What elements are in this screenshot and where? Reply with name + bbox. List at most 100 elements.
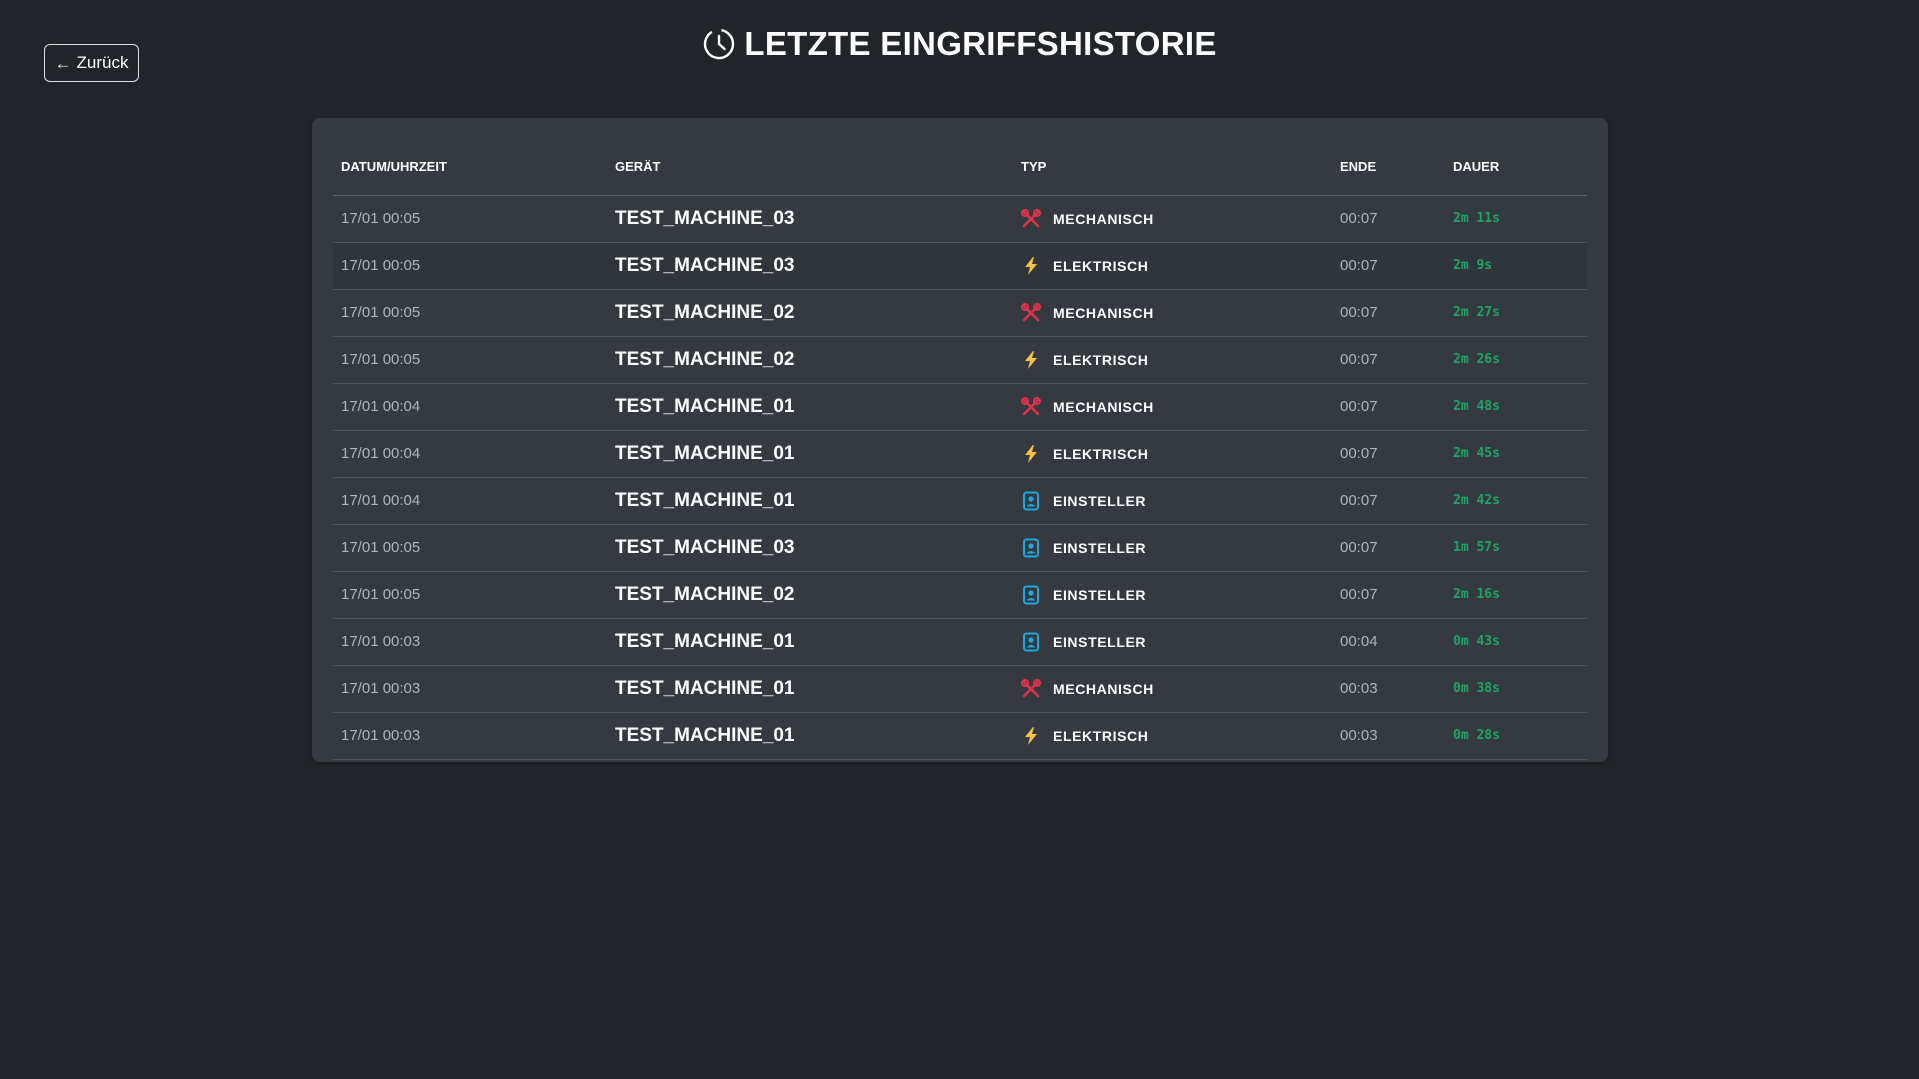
row-device: TEST_MACHINE_03 [607,242,1013,290]
badge-icon [1023,491,1039,510]
table-row[interactable]: 17/01 00:04 TEST_MACHINE_01 ELEKTRISCH 0… [333,430,1587,478]
row-date: 17/01 00:05 [333,195,607,243]
lightning-icon [1025,444,1037,463]
row-date: 17/01 00:03 [333,618,607,666]
row-duration: 2m 16s [1445,571,1587,619]
history-card: DATUM/UHRZEIT GERÄT TYP ENDE DAUER 17/01… [312,118,1608,762]
row-type: ELEKTRISCH [1013,430,1332,478]
row-date: 17/01 00:03 [333,665,607,713]
page-title: LETZTE EINGRIFFSHISTORIE [0,22,1919,66]
row-end: 00:07 [1332,383,1445,431]
table-row[interactable]: 17/01 00:05 TEST_MACHINE_03 ELEKTRISCH 0… [333,242,1587,290]
table-row[interactable]: 17/01 00:04 TEST_MACHINE_01 MECHANISCH 0… [333,383,1587,431]
table-row[interactable]: 17/01 00:03 TEST_MACHINE_01 EINSTELLER 0… [333,618,1587,666]
row-date: 17/01 00:05 [333,524,607,572]
header-type: TYP [1013,139,1332,196]
row-duration: 2m 26s [1445,336,1587,384]
row-device: TEST_MACHINE_03 [607,524,1013,572]
table-row[interactable]: 17/01 00:05 TEST_MACHINE_02 ELEKTRISCH 0… [333,336,1587,384]
table-row[interactable]: 17/01 00:05 TEST_MACHINE_03 MECHANISCH 0… [333,195,1587,243]
table-row[interactable]: 17/01 00:03 TEST_MACHINE_01 MECHANISCH 0… [333,665,1587,713]
row-type: MECHANISCH [1013,383,1332,431]
row-date: 17/01 00:03 [333,712,607,760]
row-date: 17/01 00:04 [333,477,607,525]
table-row[interactable]: 17/01 00:05 TEST_MACHINE_02 EINSTELLER 0… [333,571,1587,619]
row-device: TEST_MACHINE_02 [607,336,1013,384]
row-type: EINSTELLER [1013,571,1332,619]
row-device: TEST_MACHINE_03 [607,195,1013,243]
clock-icon [704,28,735,60]
lightning-icon [1025,350,1037,369]
row-date: 17/01 00:05 [333,571,607,619]
row-type-label: ELEKTRISCH [1053,257,1149,274]
row-date: 17/01 00:05 [333,336,607,384]
row-duration: 2m 48s [1445,383,1587,431]
badge-icon [1023,538,1039,557]
row-end: 00:07 [1332,571,1445,619]
row-type-label: MECHANISCH [1053,210,1154,227]
row-type-label: EINSTELLER [1053,539,1147,556]
row-end: 00:04 [1332,618,1445,666]
row-device: TEST_MACHINE_01 [607,383,1013,431]
row-type: EINSTELLER [1013,618,1332,666]
row-device: TEST_MACHINE_01 [607,477,1013,525]
row-type-label: EINSTELLER [1053,492,1147,509]
row-duration: 2m 9s [1445,242,1587,290]
row-device: TEST_MACHINE_02 [607,289,1013,337]
row-end: 00:07 [1332,524,1445,572]
row-duration: 2m 45s [1445,430,1587,478]
row-type: MECHANISCH [1013,665,1332,713]
row-date: 17/01 00:05 [333,242,607,290]
row-date: 17/01 00:04 [333,430,607,478]
badge-icon [1023,585,1039,604]
table-row[interactable]: 17/01 00:05 TEST_MACHINE_02 MECHANISCH 0… [333,289,1587,337]
row-type: MECHANISCH [1013,289,1332,337]
row-type-label: EINSTELLER [1053,633,1147,650]
row-duration: 2m 11s [1445,195,1587,243]
history-table: DATUM/UHRZEIT GERÄT TYP ENDE DAUER 17/01… [333,139,1587,760]
row-device: TEST_MACHINE_01 [607,665,1013,713]
row-end: 00:03 [1332,712,1445,760]
tools-icon [1021,208,1041,227]
row-duration: 0m 38s [1445,665,1587,713]
badge-icon [1023,632,1039,651]
row-end: 00:07 [1332,336,1445,384]
lightning-icon [1025,256,1037,275]
tools-icon [1021,396,1041,415]
row-device: TEST_MACHINE_01 [607,430,1013,478]
row-duration: 2m 27s [1445,289,1587,337]
row-device: TEST_MACHINE_01 [607,618,1013,666]
back-button-label: Zurück [76,53,129,72]
row-end: 00:07 [1332,430,1445,478]
row-type: ELEKTRISCH [1013,242,1332,290]
row-duration: 1m 57s [1445,524,1587,572]
row-type-label: ELEKTRISCH [1053,727,1149,744]
row-device: TEST_MACHINE_01 [607,712,1013,760]
tools-icon [1021,302,1041,321]
header-device: GERÄT [607,139,1013,196]
back-button[interactable]: ← Zurück [44,44,139,82]
row-type-label: MECHANISCH [1053,398,1154,415]
row-duration: 0m 28s [1445,712,1587,760]
table-row[interactable]: 17/01 00:04 TEST_MACHINE_01 EINSTELLER 0… [333,477,1587,525]
header-duration: DAUER [1445,139,1587,196]
header-date: DATUM/UHRZEIT [333,139,607,196]
row-device: TEST_MACHINE_02 [607,571,1013,619]
row-type-label: ELEKTRISCH [1053,445,1149,462]
row-type-label: ELEKTRISCH [1053,351,1149,368]
table-header-row: DATUM/UHRZEIT GERÄT TYP ENDE DAUER [333,139,1587,196]
row-date: 17/01 00:05 [333,289,607,337]
row-duration: 0m 43s [1445,618,1587,666]
row-type: EINSTELLER [1013,477,1332,525]
row-type-label: MECHANISCH [1053,680,1154,697]
table-row[interactable]: 17/01 00:03 TEST_MACHINE_01 ELEKTRISCH 0… [333,712,1587,760]
row-end: 00:07 [1332,477,1445,525]
table-row[interactable]: 17/01 00:05 TEST_MACHINE_03 EINSTELLER 0… [333,524,1587,572]
row-type-label: EINSTELLER [1053,586,1147,603]
tools-icon [1021,678,1041,697]
row-end: 00:03 [1332,665,1445,713]
row-type-label: MECHANISCH [1053,304,1154,321]
lightning-icon [1025,726,1037,745]
row-date: 17/01 00:04 [333,383,607,431]
row-type: ELEKTRISCH [1013,712,1332,760]
